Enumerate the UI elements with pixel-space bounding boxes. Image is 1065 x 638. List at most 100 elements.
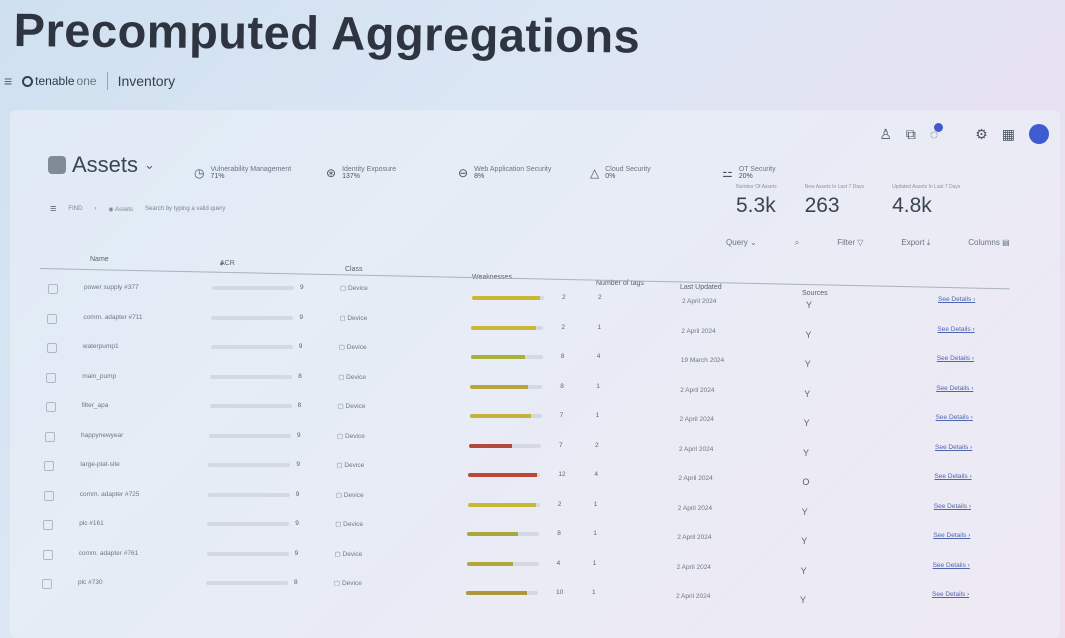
hamburger-icon[interactable]: ≡ [4, 73, 13, 89]
asset-class: ▢ Device [335, 521, 364, 528]
row-checkbox[interactable] [47, 313, 58, 324]
category-ot[interactable]: ⚍ OT Security 20% [722, 166, 776, 180]
table-row[interactable]: filter_apa 8 ▢ Device 7 1 2 April 2024 Y… [45, 398, 1006, 428]
share-icon[interactable]: ⧉ [905, 125, 916, 142]
last-updated: 2 April 2024 [679, 445, 714, 453]
see-details-link[interactable]: See Details › [932, 561, 970, 569]
table-row[interactable]: main_pump 8 ▢ Device 8 1 2 April 2024 Y … [46, 369, 1006, 399]
row-checkbox[interactable] [44, 461, 55, 471]
asset-name[interactable]: comm. adapter #761 [78, 549, 139, 557]
chevron-right-icon: › [94, 206, 97, 212]
filter-button[interactable]: Filter ▽ [837, 238, 864, 247]
asset-name[interactable]: comm. adapter #725 [79, 490, 140, 498]
assets-header[interactable]: Assets ⌄ [48, 152, 155, 178]
top-icons: ♙ ⧉ ◌ ⚙ ▦ [879, 122, 1049, 144]
divider [106, 72, 108, 90]
row-checkbox[interactable] [48, 284, 58, 294]
user-icon[interactable]: ♙ [879, 125, 892, 142]
last-updated: 2 April 2024 [681, 327, 716, 335]
weakness-bar [469, 443, 541, 448]
asset-name[interactable]: power supply #377 [84, 284, 139, 291]
col-tags[interactable]: Number of tags [596, 280, 644, 287]
notification-icon[interactable]: ◌ [929, 126, 939, 142]
stat-new-assets: New Assets In Last 7 Days 263 [804, 184, 865, 217]
query-button[interactable]: Query ⌄ [726, 238, 757, 247]
row-checkbox[interactable] [46, 372, 57, 383]
asset-name[interactable]: plc #730 [78, 579, 103, 586]
row-checkbox[interactable] [42, 579, 52, 589]
find-label: FIND [68, 206, 83, 212]
export-button[interactable]: Export ⤓ [901, 238, 931, 247]
asset-name[interactable]: main_pump [82, 372, 117, 380]
columns-button[interactable]: Columns ▤ [968, 238, 1010, 247]
asset-name[interactable]: large-plat-site [80, 461, 120, 468]
settings-icon[interactable]: ⚙ [975, 125, 988, 142]
acr-value: 9 [297, 431, 301, 439]
row-checkbox[interactable] [45, 431, 55, 442]
table-row[interactable]: happynewyear 9 ▢ Device 7 2 2 April 2024… [45, 428, 1005, 458]
tenable-logo[interactable]: tenable one [22, 74, 97, 88]
content-panel [10, 110, 1060, 638]
asset-class: ▢ Device [334, 580, 362, 587]
table-row[interactable]: plc #161 9 ▢ Device 8 1 2 April 2024 Y S… [43, 516, 1003, 546]
table-row[interactable]: comm. adapter #761 9 ▢ Device 4 1 2 Apri… [42, 546, 1003, 576]
asset-name[interactable]: waterpump1 [82, 343, 119, 350]
avatar[interactable] [1029, 124, 1049, 144]
weakness-bar-fill [472, 296, 541, 300]
see-details-link[interactable]: See Details › [938, 296, 976, 303]
col-name[interactable]: Name [90, 256, 109, 263]
see-details-link[interactable]: See Details › [934, 473, 972, 480]
search-icon[interactable]: ⌕ [794, 238, 800, 247]
table-row[interactable]: comm. adapter #711 9 ▢ Device 2 1 2 Apri… [47, 310, 1007, 340]
weakness-bar-fill [467, 502, 537, 507]
see-details-link[interactable]: See Details › [936, 355, 975, 362]
see-details-link[interactable]: See Details › [935, 443, 973, 451]
row-checkbox[interactable] [46, 343, 57, 353]
col-updated[interactable]: Last Updated [680, 284, 722, 291]
col-class[interactable]: Class [345, 266, 363, 273]
weakness-bar [472, 296, 544, 300]
category-filters: ◷ Vulnerability Management 71% ⊛ Identity E… [194, 166, 830, 180]
category-vm[interactable]: ◷ Vulnerability Management 71% [194, 166, 292, 180]
col-acr[interactable]: ACR ▾ [220, 260, 235, 268]
weakness-bar [466, 591, 538, 595]
see-details-link[interactable]: See Details › [932, 591, 970, 598]
tag-count: 2 [598, 294, 602, 301]
acr-value: 9 [295, 520, 299, 527]
asset-name[interactable]: filter_apa [81, 402, 109, 409]
see-details-link[interactable]: See Details › [933, 532, 971, 539]
category-identity[interactable]: ⊛ Identity Exposure 137% [326, 166, 397, 180]
asset-name[interactable]: plc #161 [79, 520, 104, 527]
table-row[interactable]: waterpump1 9 ▢ Device 8 4 19 March 2024 … [46, 339, 1007, 369]
row-checkbox[interactable] [45, 402, 56, 412]
category-web[interactable]: ⊖ Web Application Security 8% [458, 166, 552, 180]
search-input[interactable]: Search by typing a valid query [145, 206, 226, 212]
apps-icon[interactable]: ▦ [1001, 125, 1015, 142]
see-details-link[interactable]: See Details › [936, 384, 974, 392]
asset-name[interactable]: happynewyear [81, 431, 124, 439]
table-row[interactable]: comm. adapter #725 9 ▢ Device 2 1 2 Apri… [43, 487, 1004, 517]
source-icon: Y [806, 300, 813, 310]
asset-name[interactable]: comm. adapter #711 [83, 313, 143, 321]
table-row[interactable]: power supply #377 9 ▢ Device 2 2 2 April… [48, 280, 1008, 310]
see-details-link[interactable]: See Details › [933, 502, 972, 510]
source-icon: Y [804, 359, 811, 369]
see-details-link[interactable]: See Details › [937, 325, 975, 333]
acr-bar [207, 492, 290, 497]
row-checkbox[interactable] [42, 549, 53, 560]
weakness-count: 7 [559, 412, 564, 419]
last-updated: 19 March 2024 [680, 357, 725, 364]
menu-icon[interactable]: ≡ [50, 203, 57, 215]
row-checkbox[interactable] [43, 520, 54, 530]
table-row[interactable]: large-plat-site 9 ▢ Device 12 4 2 April … [44, 457, 1004, 487]
section-inventory[interactable]: Inventory [117, 73, 176, 89]
row-checkbox[interactable] [43, 490, 54, 501]
category-cloud[interactable]: △ Cloud Security 0% [590, 166, 651, 180]
col-sources[interactable]: Sources [802, 290, 828, 297]
table-row[interactable]: plc #730 8 ▢ Device 10 1 2 April 2024 Y … [42, 575, 1002, 605]
weakness-bar [470, 355, 543, 359]
source-icon: Y [801, 536, 808, 546]
see-details-link[interactable]: See Details › [935, 414, 973, 421]
weakness-bar [469, 414, 542, 418]
assets-token[interactable]: ◉ Assets [108, 206, 134, 213]
